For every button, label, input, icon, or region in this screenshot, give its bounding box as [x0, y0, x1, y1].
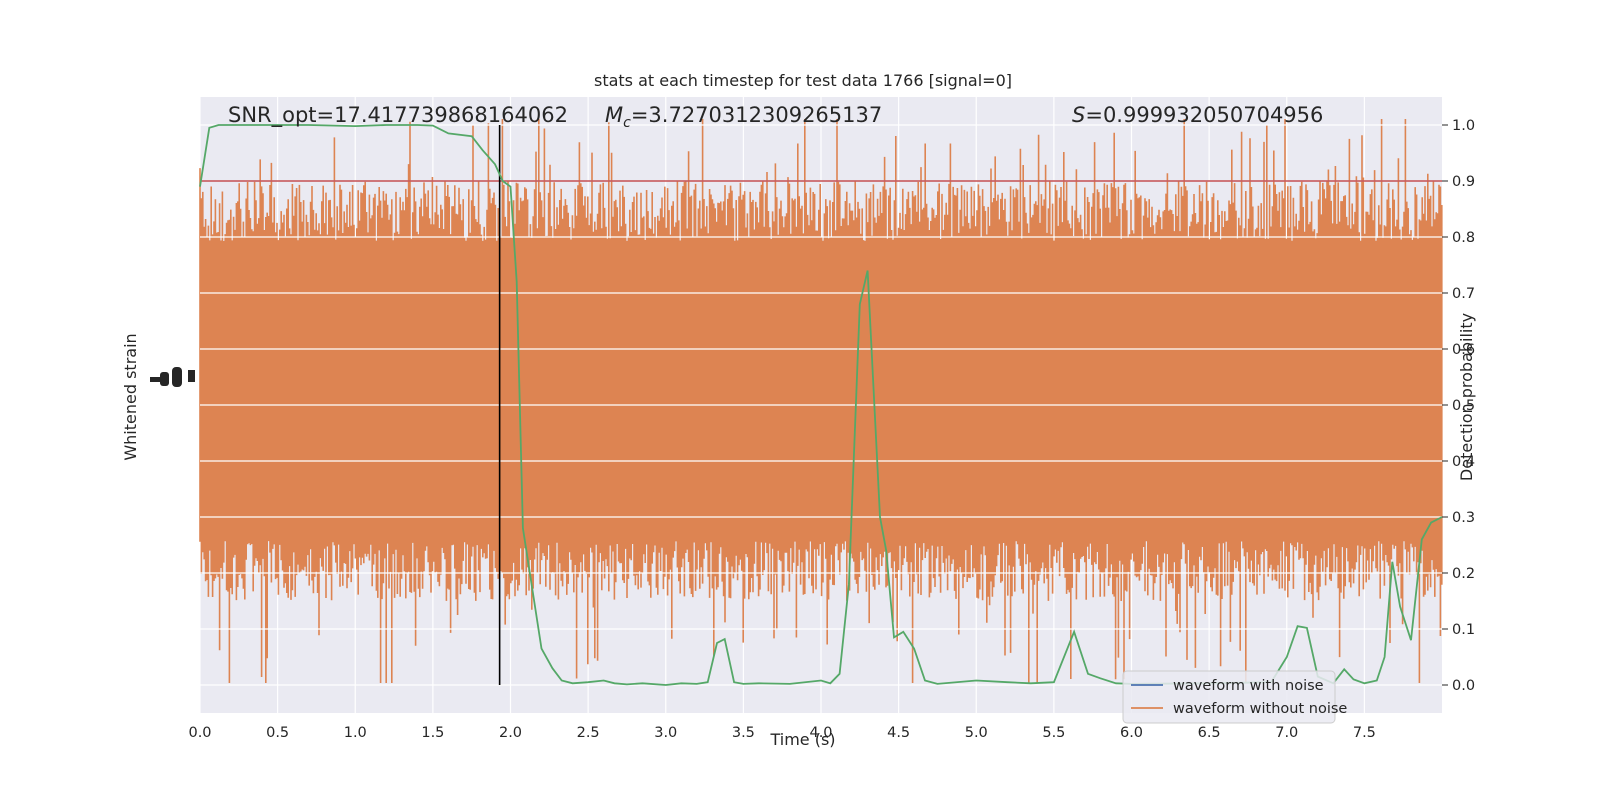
y-tick-label: 0.9: [1452, 174, 1475, 190]
x-tick-label: 2.5: [577, 725, 600, 741]
x-tick-label: 5.5: [1042, 725, 1065, 741]
y-tick-label: 0.3: [1452, 510, 1475, 526]
x-tick-label: 4.5: [887, 725, 910, 741]
x-axis-ticks: 0.0 0.5 1.0 1.5 2.0 2.5 3.0 3.5 4.0 4.5 5.0 5.5 6.0 6…: [188, 725, 1375, 741]
x-tick-label: 3.5: [732, 725, 755, 741]
legend-label-without-noise: waveform without noise: [1173, 701, 1347, 717]
legend: waveform with noise waveform without noi…: [1122, 670, 1347, 724]
legend-label-with-noise: waveform with noise: [1173, 678, 1324, 694]
x-tick-label: 2.0: [499, 725, 522, 741]
x-tick-label: 6.5: [1198, 725, 1221, 741]
x-tick-label: 7.0: [1275, 725, 1298, 741]
s-value: =0.999932050704956: [1085, 103, 1323, 127]
x-tick-label: 0.0: [188, 725, 211, 741]
chart-title: stats at each timestep for test data 176…: [594, 71, 1012, 90]
x-tick-label: 0.5: [266, 725, 289, 741]
chirp-mass-value: =3.7270312309265137: [631, 103, 882, 127]
waveform-without-noise-series: [199, 119, 1443, 683]
x-tick-label: 3.0: [654, 725, 677, 741]
noise-band-core: [200, 241, 1442, 541]
x-axis-label: Time (s): [769, 730, 835, 749]
s-symbol: S: [1072, 103, 1085, 127]
x-tick-label: 7.5: [1353, 725, 1376, 741]
chirp-mass-subscript: c: [623, 115, 631, 131]
x-tick-label: 1.0: [344, 725, 367, 741]
plot-area: [199, 97, 1443, 713]
s-annotation: S=0.999932050704956: [1072, 103, 1323, 127]
y-tick-label: 1.0: [1452, 118, 1475, 134]
y-tick-label: 0.6: [1452, 342, 1475, 358]
horizontal-gridlines: [200, 124, 1442, 686]
y-tick-label: 0.2: [1452, 566, 1475, 582]
x-tick-label: 5.0: [965, 725, 988, 741]
y-tick-label: 0.0: [1452, 678, 1475, 694]
left-y-axis-label: Whitened strain: [121, 333, 140, 460]
y-tick-label: 0.4: [1452, 454, 1475, 470]
x-tick-label: 4.0: [809, 725, 832, 741]
x-tick-label: 6.0: [1120, 725, 1143, 741]
y-tick-label: 0.8: [1452, 230, 1475, 246]
right-y-axis-label: Detection probability: [1457, 313, 1476, 481]
x-tick-label: 1.5: [421, 725, 444, 741]
right-y-axis-ticks: 0.0 0.1 0.2 0.3 0.4 0.5 0.6 0.7 0.8 0.9 1.0: [1442, 118, 1475, 694]
snr-annotation: SNR_opt=17.417739868164062: [228, 103, 568, 128]
detection-probability-line: [199, 124, 1443, 686]
y-tick-label: 0.5: [1452, 398, 1475, 414]
y-tick-label: 0.1: [1452, 622, 1475, 638]
left-axis-overlapping-ticks: [150, 367, 195, 387]
chirp-mass-annotation: Mc=3.7270312309265137: [605, 103, 882, 131]
y-tick-label: 0.7: [1452, 286, 1475, 302]
legend-box: [1122, 670, 1336, 724]
chirp-mass-symbol: M: [605, 103, 623, 127]
